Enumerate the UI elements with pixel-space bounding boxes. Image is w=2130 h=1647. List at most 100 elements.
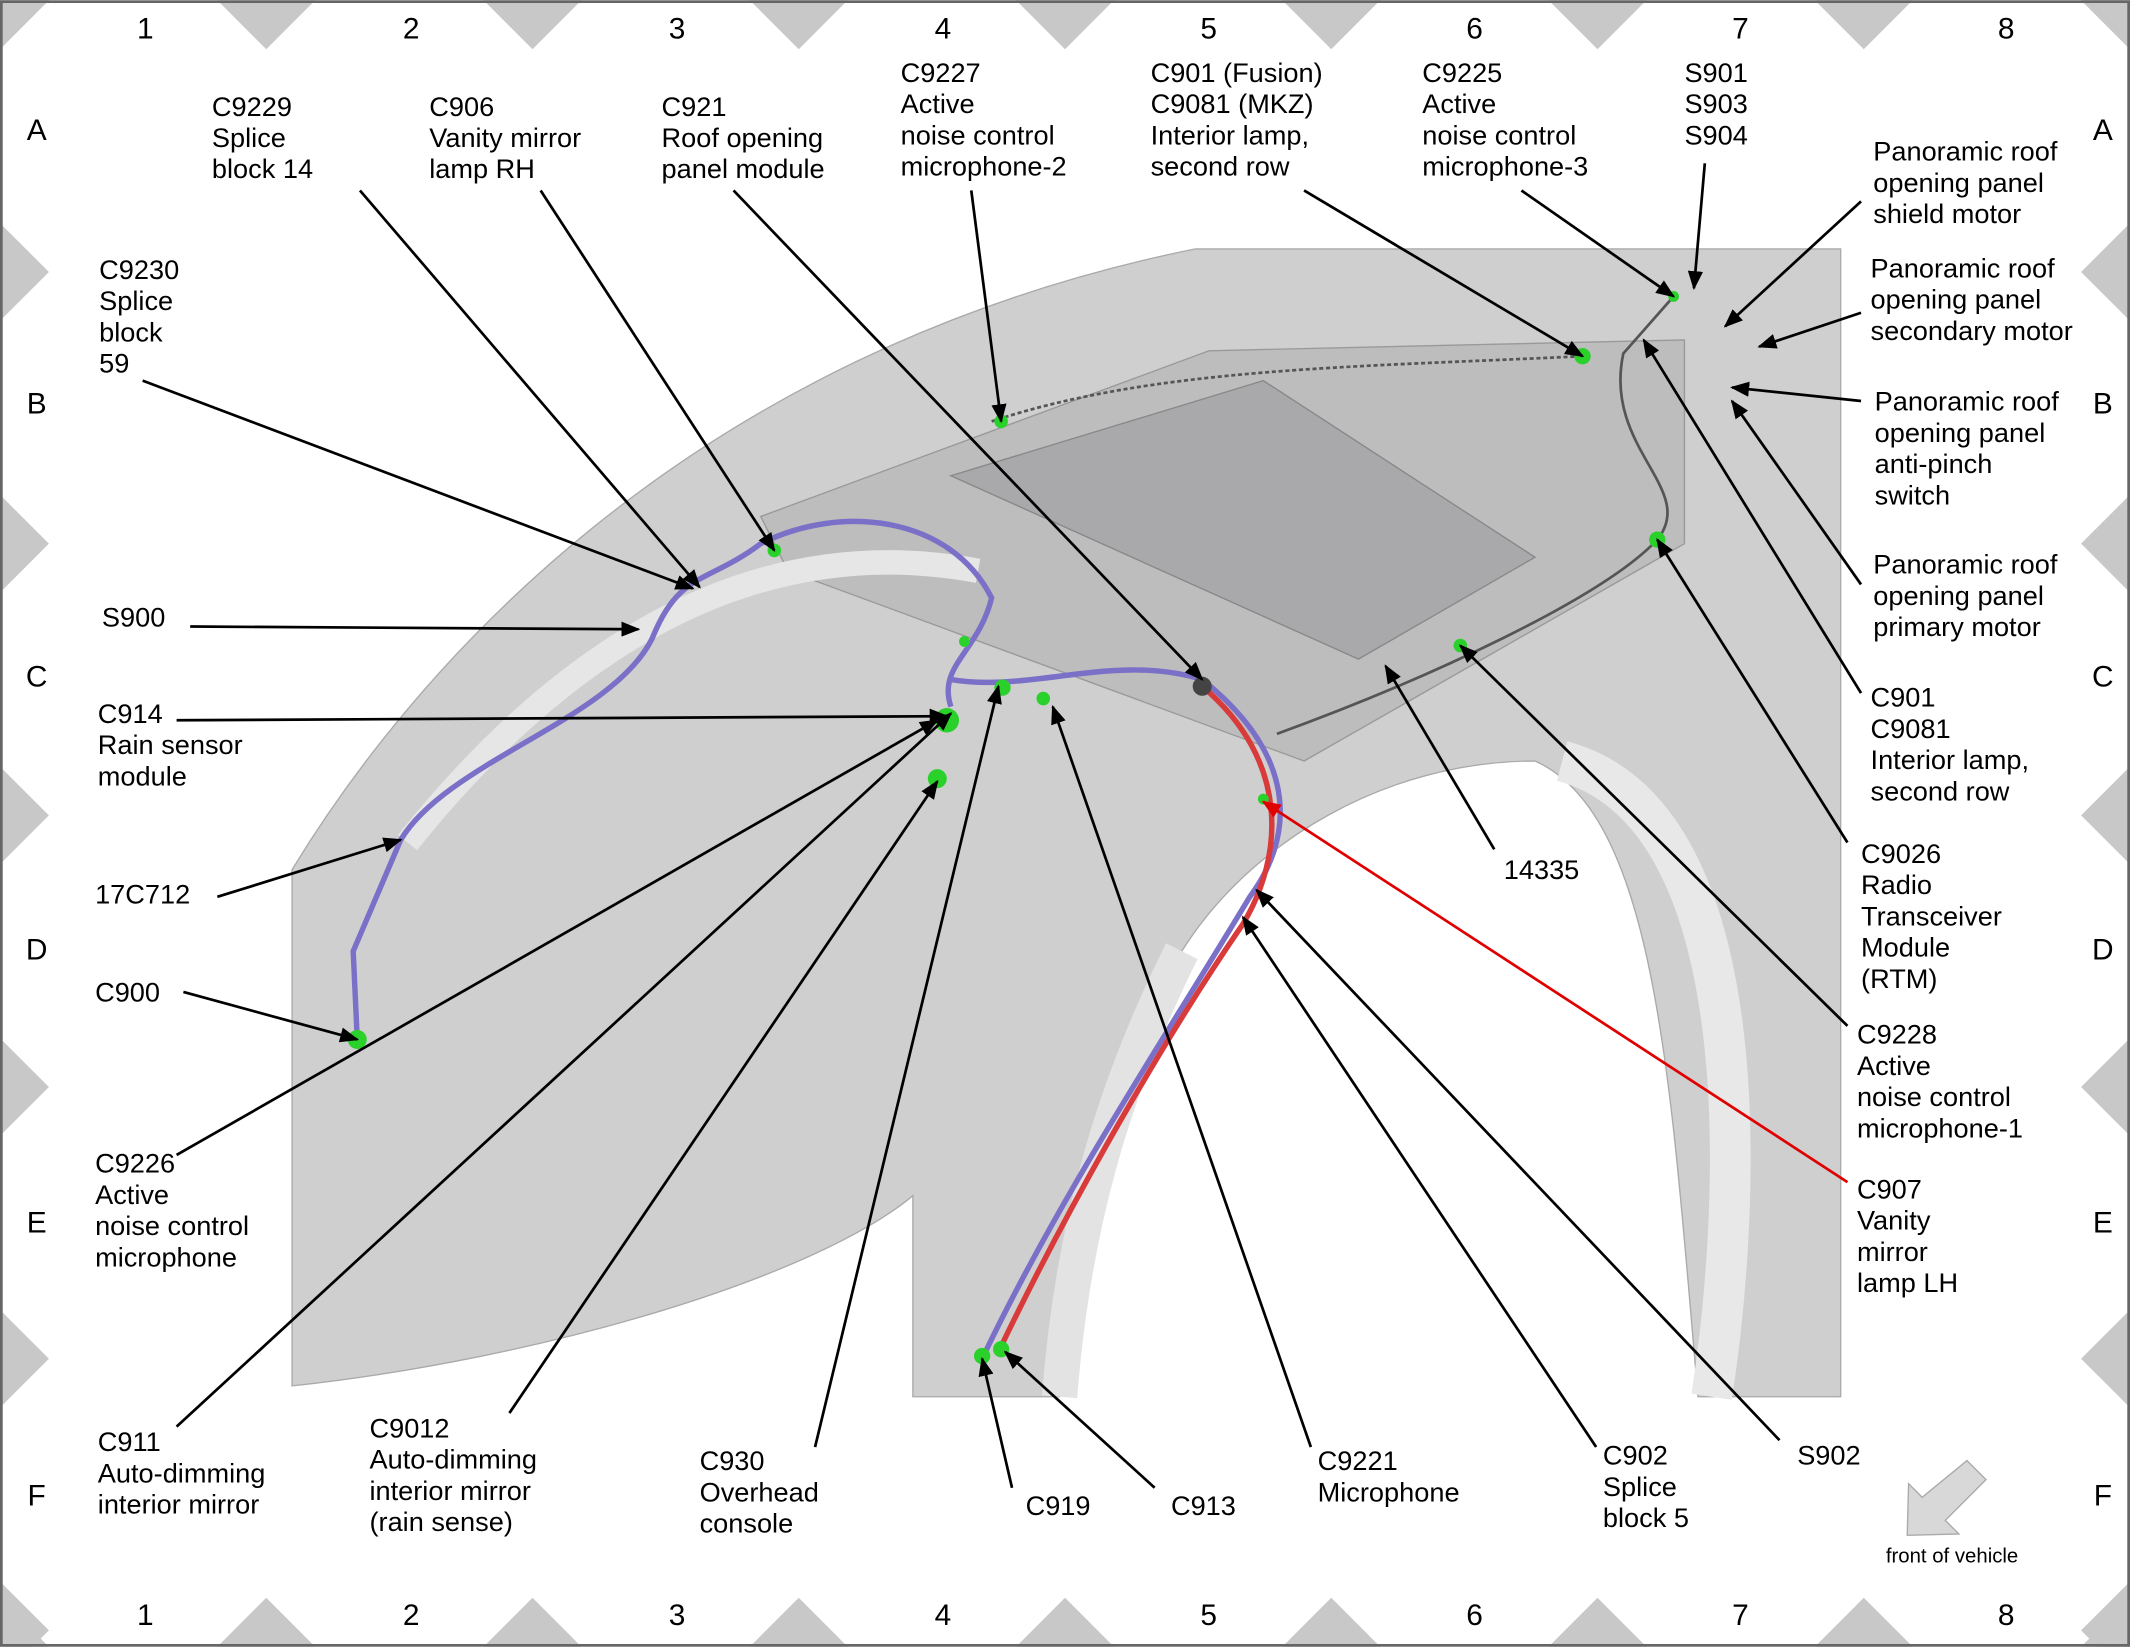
- leader-line: [216, 837, 403, 899]
- callout-text: Vanity: [1857, 1205, 1931, 1236]
- column-label: 4: [935, 12, 952, 45]
- callout-text: S904: [1684, 119, 1747, 150]
- callout-text: Active: [95, 1179, 169, 1210]
- callout-text: S901: [1684, 57, 1747, 88]
- border-diamond: [1016, 0, 1114, 50]
- row-label: D: [26, 933, 48, 966]
- leader-line: [1261, 800, 1849, 1184]
- leader-line: [1255, 888, 1781, 1442]
- border-diamond: [217, 1597, 316, 1647]
- leader-line: [190, 621, 641, 637]
- border-diamond: [0, 494, 49, 593]
- leader-line: [1241, 915, 1598, 1448]
- front-indicator: front of vehicle: [1886, 1459, 2018, 1567]
- callout-text: noise control: [95, 1210, 249, 1241]
- callout-text: interior mirror: [369, 1475, 530, 1506]
- border-diamond: [1814, 1597, 1913, 1647]
- callout-text: interior mirror: [98, 1489, 259, 1520]
- callout-text: module: [98, 760, 187, 791]
- border-diamond: [2081, 223, 2130, 321]
- callout-text: block 5: [1603, 1502, 1689, 1533]
- callout-text: S900: [102, 602, 165, 633]
- callout-text: Panoramic roof: [1873, 549, 2058, 580]
- callout-text: C9226: [95, 1148, 175, 1179]
- border-diamond: [2081, 1038, 2130, 1136]
- row-label: B: [2093, 387, 2113, 420]
- callout-text: second row: [1871, 775, 2010, 806]
- leader-line: [176, 708, 949, 724]
- border-diamond: [0, 1581, 49, 1647]
- callout-text: C9081 (MKZ): [1151, 88, 1314, 119]
- border-diamond: [2081, 494, 2130, 593]
- callout-text: C9081: [1871, 713, 1951, 744]
- callout-text: noise control: [1857, 1081, 2011, 1112]
- row-label: A: [2093, 114, 2113, 147]
- leader-line: [175, 712, 953, 1428]
- border-diamond: [483, 1597, 582, 1647]
- leader-line: [1757, 311, 1862, 349]
- callout-text: C9225: [1422, 57, 1502, 88]
- callout-text: Radio: [1861, 869, 1932, 900]
- callout-text: Active: [901, 88, 975, 119]
- callout-text: Vanity mirror: [429, 122, 581, 153]
- border-diamond: [0, 0, 49, 50]
- callout-text: C921: [662, 91, 727, 122]
- border-diamond: [2081, 1581, 2130, 1647]
- callout-text: C9012: [369, 1413, 449, 1444]
- callout-text: Auto-dimming: [369, 1444, 537, 1475]
- leader-line: [1687, 163, 1707, 291]
- callout-text: C9228: [1857, 1019, 1937, 1050]
- callout-text: Interior lamp,: [1871, 744, 2029, 775]
- callout-text: Panoramic roof: [1875, 386, 2060, 417]
- callout-text: 17C712: [95, 879, 190, 910]
- callout-text: panel module: [662, 153, 825, 184]
- callout-text: console: [700, 1508, 794, 1539]
- column-label: 1: [137, 12, 154, 45]
- column-label: 2: [403, 1599, 420, 1632]
- leader-line: [175, 719, 939, 1157]
- callout-text: noise control: [1422, 119, 1576, 150]
- leader-line: [969, 190, 1007, 424]
- callout-text: Active: [1422, 88, 1496, 119]
- callout-text: Active: [1857, 1050, 1931, 1081]
- callout-text: C9229: [212, 91, 292, 122]
- callout-text: opening panel: [1873, 167, 2044, 198]
- border-diamond: [1548, 0, 1647, 50]
- callout-text: C901 (Fusion): [1151, 57, 1323, 88]
- callout-text: block 14: [212, 153, 313, 184]
- callout-text: Interior lamp,: [1151, 119, 1309, 150]
- border-diamond: [1282, 1597, 1381, 1647]
- callout-text: C930: [700, 1445, 765, 1476]
- callout-text: C900: [95, 976, 160, 1007]
- leader-line: [1656, 537, 1849, 844]
- border-diamond: [2081, 0, 2130, 50]
- callout-text: Rain sensor: [98, 729, 243, 760]
- callout-text: microphone-1: [1857, 1112, 2023, 1143]
- leader-line: [1384, 664, 1496, 851]
- row-label: D: [2092, 933, 2114, 966]
- front-label: front of vehicle: [1886, 1545, 2018, 1567]
- border-diamond: [1282, 0, 1381, 50]
- leader-line: [1730, 399, 1863, 586]
- border-diamond: [1016, 1597, 1114, 1647]
- callout-text: (rain sense): [369, 1506, 512, 1537]
- callout-text: opening panel: [1875, 417, 2046, 448]
- column-label: 3: [669, 12, 686, 45]
- callout-text: microphone-3: [1422, 151, 1588, 182]
- wiring: [350, 295, 1675, 1360]
- callout-text: mirror: [1857, 1236, 1928, 1267]
- callout-text: C9230: [99, 254, 179, 285]
- callout-text: C913: [1171, 1490, 1236, 1521]
- leader-line: [813, 684, 1002, 1448]
- column-label: 6: [1466, 12, 1483, 45]
- leader-line: [539, 189, 776, 553]
- leader-line: [1458, 644, 1849, 1027]
- callout-text: lamp LH: [1857, 1267, 1958, 1298]
- row-label: E: [27, 1206, 47, 1239]
- leader-line: [508, 779, 939, 1414]
- row-label: F: [2094, 1479, 2112, 1512]
- grid-labels: 1 1 2 2 3 3 4 4 5 5 6 6 7 7 8 8 A A B B C C D D E E F F: [26, 12, 2114, 1632]
- leader-line: [1723, 200, 1862, 328]
